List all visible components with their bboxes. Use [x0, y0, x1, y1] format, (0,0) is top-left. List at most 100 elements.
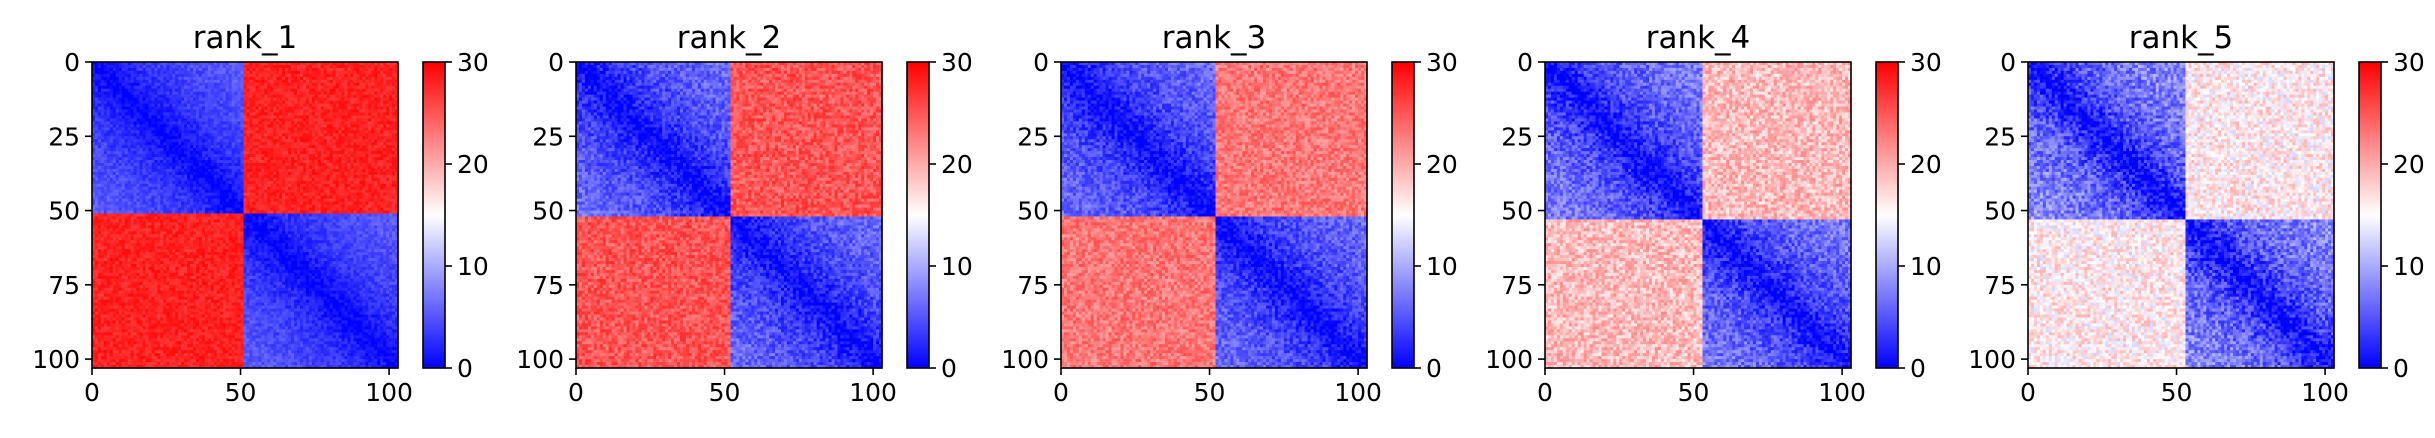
heatmap-cell — [201, 82, 206, 87]
heatmap-cell — [377, 94, 381, 99]
heatmap-cell — [311, 85, 316, 90]
heatmap-cell — [92, 70, 96, 75]
heatmap-cell — [320, 70, 325, 75]
heatmap-cell — [130, 106, 135, 111]
heatmap-cell — [392, 106, 396, 111]
heatmap-cell — [371, 62, 375, 66]
heatmap-cell — [276, 70, 280, 75]
heatmap-cell — [329, 64, 334, 69]
heatmap-cell — [347, 70, 352, 75]
heatmap-cell — [299, 70, 304, 75]
heatmap-cell — [127, 112, 132, 117]
heatmap-cell — [106, 85, 111, 90]
heatmap-cell — [109, 109, 114, 114]
heatmap-cell — [356, 70, 360, 75]
heatmap-cell — [127, 64, 132, 69]
heatmap-cell — [219, 97, 224, 102]
heatmap-cell — [386, 73, 390, 78]
heatmap-cell — [338, 103, 343, 108]
heatmap-cell — [228, 100, 233, 105]
heatmap-cell — [118, 94, 123, 99]
heatmap-cell — [302, 91, 307, 96]
heatmap-cell — [252, 100, 256, 105]
heatmap-cell — [213, 73, 218, 78]
heatmap-cell — [267, 70, 271, 75]
heatmap-cell — [374, 109, 378, 114]
heatmap-cell — [314, 62, 319, 66]
heatmap-cell — [157, 70, 161, 75]
heatmap-cell — [252, 94, 256, 99]
heatmap-cell — [213, 85, 218, 90]
heatmap-cell — [121, 100, 126, 105]
heatmap-cell — [389, 106, 393, 111]
heatmap-cell — [109, 112, 114, 117]
heatmap-cell — [166, 82, 170, 87]
heatmap-cell — [169, 73, 173, 78]
heatmap-cell — [160, 94, 164, 99]
heatmap-cell — [201, 94, 206, 99]
heatmap-cell — [389, 94, 393, 99]
heatmap-cell — [252, 85, 256, 90]
heatmap-cell — [332, 91, 337, 96]
heatmap-cell — [237, 67, 242, 72]
heatmap-cell — [213, 88, 218, 93]
heatmap-cell — [115, 103, 120, 108]
heatmap-cell — [288, 109, 292, 114]
heatmap-cell — [195, 70, 200, 75]
heatmap-cell — [142, 97, 147, 102]
heatmap-cell — [299, 73, 304, 78]
heatmap-cell — [270, 67, 274, 72]
heatmap-cell — [282, 106, 286, 111]
heatmap-cell — [187, 88, 191, 93]
heatmap-cell — [317, 109, 322, 114]
heatmap-cell — [305, 62, 310, 66]
heatmap-cell — [157, 94, 161, 99]
heatmap-cell — [320, 76, 325, 81]
heatmap-cell — [374, 91, 378, 96]
heatmap-cell — [332, 88, 337, 93]
heatmap-cell — [395, 62, 399, 66]
heatmap-cell — [273, 85, 277, 90]
heatmap-cell — [121, 64, 126, 69]
heatmap-cell — [249, 76, 254, 81]
heatmap-cell — [237, 103, 242, 108]
heatmap-cell — [201, 85, 206, 90]
heatmap-cell — [246, 97, 251, 102]
heatmap-cell — [201, 103, 206, 108]
heatmap-cell — [249, 88, 254, 93]
heatmap-cell — [154, 100, 158, 105]
heatmap-cell — [130, 70, 135, 75]
heatmap-cell — [350, 79, 355, 84]
heatmap-cell — [320, 97, 325, 102]
heatmap-cell — [142, 85, 147, 90]
heatmap-cell — [273, 76, 277, 81]
heatmap-cell — [302, 79, 307, 84]
heatmap-cell — [386, 106, 390, 111]
heatmap-cell — [204, 100, 209, 105]
heatmap-cell — [371, 79, 375, 84]
heatmap-cell — [338, 106, 343, 111]
heatmap-cell — [276, 79, 280, 84]
heatmap-cell — [350, 109, 355, 114]
heatmap-cell — [377, 67, 381, 72]
heatmap-cell — [195, 103, 200, 108]
heatmap-cell — [240, 85, 245, 90]
heatmap-cell — [371, 109, 375, 114]
heatmap-cell — [231, 106, 236, 111]
heatmap-cell — [350, 76, 355, 81]
heatmap-cell — [329, 85, 334, 90]
heatmap-cell — [285, 85, 289, 90]
heatmap-cell — [225, 79, 230, 84]
heatmap-cell — [338, 64, 343, 69]
heatmap-cell — [246, 100, 251, 105]
heatmap-cell — [374, 94, 378, 99]
heatmap-cell — [225, 76, 230, 81]
heatmap-cell — [377, 85, 381, 90]
heatmap-cell — [329, 94, 334, 99]
heatmap-cell — [193, 70, 197, 75]
heatmap-cell — [184, 88, 188, 93]
heatmap-cell — [246, 85, 251, 90]
heatmap-cell — [124, 88, 129, 93]
heatmap-cell — [249, 64, 254, 69]
heatmap-cell — [249, 82, 254, 87]
